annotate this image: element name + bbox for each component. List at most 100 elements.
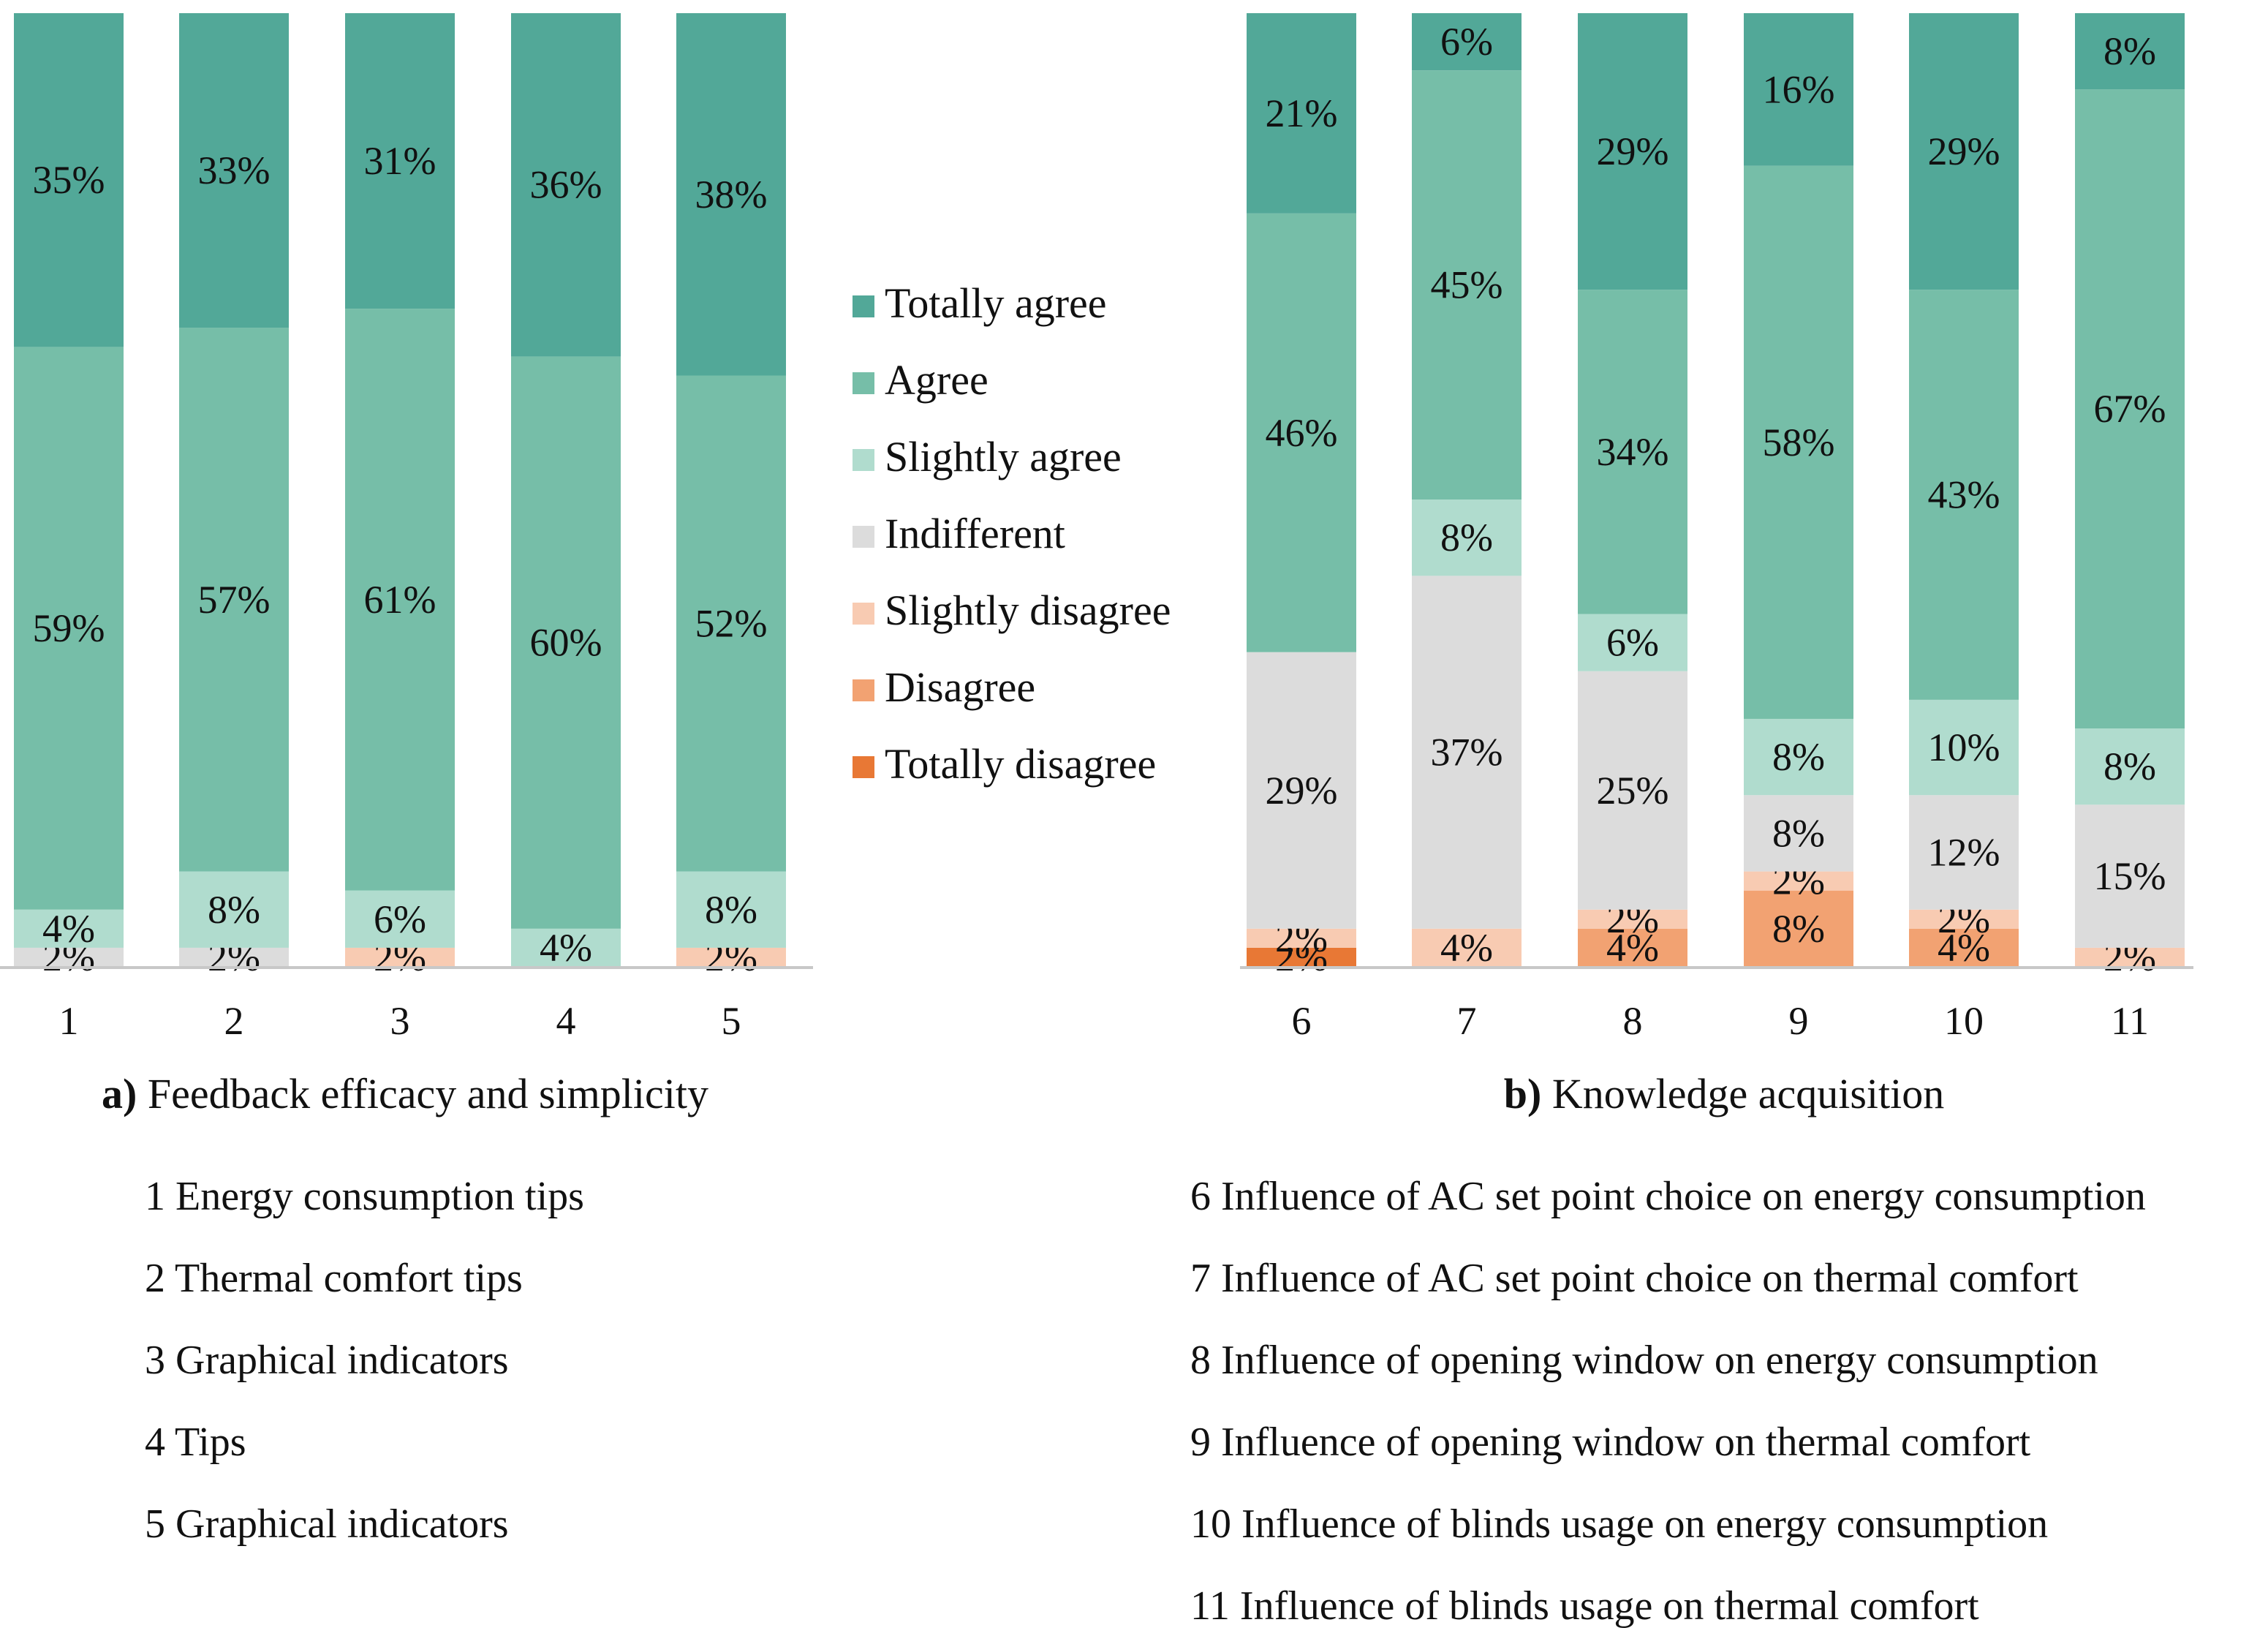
- data-label-10-slightly-agree: 10%: [1928, 725, 2000, 769]
- legend-label-indifferent: Indifferent: [885, 510, 1065, 557]
- data-label-11-totally-agree: 8%: [2103, 29, 2156, 73]
- data-label-11-indifferent: 15%: [2094, 854, 2166, 898]
- bar-segment-9-slightly-disagree: [1744, 871, 1853, 891]
- x-tick-label-5: 5: [722, 999, 741, 1043]
- data-label-5-totally-agree: 38%: [695, 173, 768, 216]
- bar-segment-11-agree: [2075, 89, 2185, 728]
- x-tick-label-4: 4: [556, 999, 576, 1043]
- bar-segment-8-agree: [1578, 290, 1687, 614]
- legend-swatch-indifferent: [853, 526, 874, 548]
- x-tick-label-1: 1: [59, 999, 79, 1043]
- data-label-8-slightly-agree: 6%: [1606, 621, 1659, 665]
- legend-swatch-agree: [853, 372, 874, 394]
- bar-segment-5-slightly-disagree: [676, 947, 786, 967]
- data-label-4-agree: 60%: [530, 621, 602, 665]
- data-label-5-agree: 52%: [695, 602, 768, 646]
- category-description: 4 Tips: [145, 1420, 246, 1465]
- legend-swatch-disagree: [853, 679, 874, 701]
- category-description: 11 Influence of blinds usage on thermal …: [1190, 1583, 1979, 1629]
- data-label-11-slightly-agree: 8%: [2103, 745, 2156, 788]
- bar-segment-3-slightly-disagree: [345, 947, 455, 967]
- category-description: 7 Influence of AC set point choice on th…: [1190, 1256, 2079, 1301]
- bar-segment-6-totally-agree: [1247, 13, 1356, 214]
- data-label-6-totally-agree: 21%: [1266, 91, 1338, 135]
- legend-label-totally-agree: Totally agree: [885, 279, 1107, 327]
- legend-label-slightly-agree: Slightly agree: [885, 433, 1122, 480]
- data-label-7-agree: 45%: [1431, 263, 1503, 307]
- data-label-3-totally-agree: 31%: [364, 139, 436, 183]
- category-descriptions-b: 6 Influence of AC set point choice on en…: [1190, 1174, 2146, 1629]
- bar-segment-2-indifferent: [179, 947, 289, 967]
- data-label-10-totally-agree: 29%: [1928, 129, 2000, 173]
- bar-segment-10-slightly-agree: [1909, 699, 2019, 796]
- bar-segment-11-indifferent: [2075, 804, 2185, 948]
- bar-segment-7-agree: [1412, 70, 1522, 500]
- data-label-11-agree: 67%: [2094, 387, 2166, 431]
- bar-segment-6-totally-disagree: [1247, 947, 1356, 967]
- data-label-1-slightly-agree: 4%: [42, 907, 95, 951]
- bar-segment-9-disagree: [1744, 890, 1853, 967]
- legend-swatch-slightly-agree: [853, 449, 874, 471]
- data-label-7-slightly-disagree: 4%: [1440, 926, 1493, 970]
- bar-segment-8-totally-agree: [1578, 13, 1687, 290]
- bar-segment-7-indifferent: [1412, 576, 1522, 929]
- data-label-2-totally-agree: 33%: [198, 148, 271, 192]
- data-label-4-totally-agree: 36%: [530, 163, 602, 207]
- bar-segment-8-disagree: [1578, 928, 1687, 967]
- category-description: 9 Influence of opening window on thermal…: [1190, 1420, 2031, 1465]
- data-label-8-totally-agree: 29%: [1597, 129, 1669, 173]
- bar-segment-6-slightly-disagree: [1247, 928, 1356, 948]
- bar-segment-10-indifferent: [1909, 795, 2019, 910]
- bar-segment-9-totally-agree: [1744, 13, 1853, 166]
- bar-segment-10-totally-agree: [1909, 13, 2019, 290]
- bar-segment-6-agree: [1247, 213, 1356, 652]
- category-description: 1 Energy consumption tips: [145, 1174, 584, 1219]
- data-label-4-slightly-agree: 4%: [540, 926, 592, 970]
- bar-segment-5-slightly-agree: [676, 871, 786, 948]
- legend-label-slightly-disagree: Slightly disagree: [885, 587, 1171, 634]
- category-description: 10 Influence of blinds usage on energy c…: [1190, 1501, 2048, 1547]
- data-label-6-agree: 46%: [1266, 411, 1338, 455]
- bar-segment-1-agree: [14, 347, 124, 910]
- x-tick-label-9: 9: [1789, 999, 1809, 1043]
- bar-segment-1-totally-agree: [14, 13, 124, 347]
- bar-segment-5-totally-agree: [676, 13, 786, 376]
- data-label-10-disagree: 4%: [1938, 926, 1990, 970]
- bar-segment-4-totally-agree: [511, 13, 621, 357]
- bar-segment-1-slightly-agree: [14, 909, 124, 948]
- data-label-10-indifferent: 12%: [1928, 831, 2000, 875]
- data-label-5-slightly-agree: 8%: [705, 888, 757, 932]
- legend-label-disagree: Disagree: [885, 663, 1035, 711]
- x-tick-label-6: 6: [1292, 999, 1312, 1043]
- data-label-3-agree: 61%: [364, 578, 436, 622]
- bar-segment-10-slightly-disagree: [1909, 909, 2019, 929]
- data-label-8-agree: 34%: [1597, 430, 1669, 474]
- legend-swatch-totally-agree: [853, 295, 874, 317]
- data-label-7-indifferent: 37%: [1431, 731, 1503, 774]
- data-label-8-disagree: 4%: [1606, 926, 1659, 970]
- bar-segment-8-slightly-agree: [1578, 614, 1687, 671]
- x-tick-label-3: 3: [390, 999, 410, 1043]
- data-label-9-indifferent: 8%: [1772, 811, 1825, 855]
- x-tick-label-11: 11: [2111, 999, 2149, 1043]
- data-label-1-agree: 59%: [33, 606, 105, 650]
- category-description: 3 Graphical indicators: [145, 1338, 509, 1383]
- bar-segment-8-indifferent: [1578, 671, 1687, 910]
- x-tick-label-10: 10: [1944, 999, 1984, 1043]
- x-tick-label-8: 8: [1623, 999, 1643, 1043]
- caption-b: b) Knowledge acquisition: [1504, 1070, 1944, 1117]
- bar-segment-7-slightly-disagree: [1412, 928, 1522, 967]
- bar-segment-10-agree: [1909, 290, 2019, 700]
- data-label-6-indifferent: 29%: [1266, 769, 1338, 813]
- data-label-9-slightly-agree: 8%: [1772, 735, 1825, 779]
- bar-segment-11-totally-agree: [2075, 13, 2185, 90]
- data-label-9-disagree: 8%: [1772, 907, 1825, 951]
- bar-segment-4-agree: [511, 356, 621, 929]
- bar-segment-3-totally-agree: [345, 13, 455, 309]
- category-description: 8 Influence of opening window on energy …: [1190, 1338, 2098, 1383]
- category-description: 5 Graphical indicators: [145, 1501, 509, 1547]
- bar-segment-6-indifferent: [1247, 652, 1356, 929]
- bar-segment-3-slightly-agree: [345, 890, 455, 948]
- data-label-3-slightly-agree: 6%: [374, 897, 426, 941]
- bar-segment-9-slightly-agree: [1744, 718, 1853, 796]
